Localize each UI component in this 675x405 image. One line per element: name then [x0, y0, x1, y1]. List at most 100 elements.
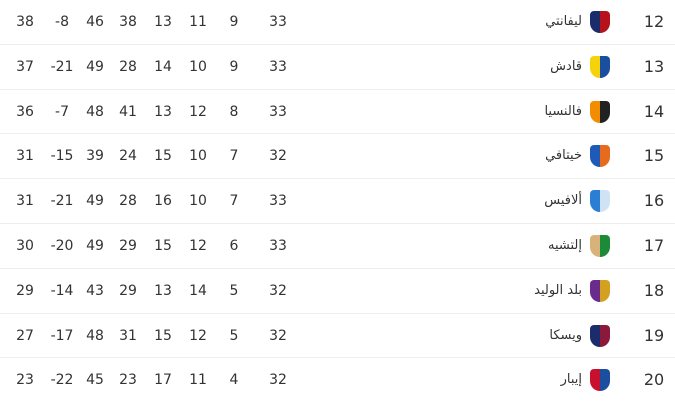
cell-gd: -21	[50, 58, 74, 75]
table-row[interactable]: 37 -21 49 28 14 10 9 33 قادش 13	[0, 45, 675, 90]
cell-played: 33	[269, 193, 287, 210]
cell-drawn: 11	[189, 14, 207, 30]
elche-crest-icon	[590, 234, 610, 257]
table-row[interactable]: 38 -8 46 38 13 11 9 33 ليفانتي 12	[0, 0, 675, 45]
table-row[interactable]: 36 -7 48 41 13 12 8 33 فالنسيا 14	[0, 90, 675, 135]
cell-drawn: 11	[189, 372, 207, 389]
getafe-crest-icon	[590, 145, 610, 168]
cell-won: 7	[229, 193, 239, 210]
team-name[interactable]: إلتشيه	[548, 237, 582, 253]
cell-ga: 46	[86, 14, 104, 30]
cell-gd: -17	[50, 327, 74, 344]
levante-crest-icon	[590, 11, 610, 33]
cell-pts: 37	[16, 58, 34, 75]
valladolid-crest-icon	[590, 279, 610, 302]
cell-gd: -14	[50, 282, 74, 299]
cell-gd: -20	[50, 237, 74, 254]
cell-lost: 15	[154, 148, 172, 165]
cell-lost: 13	[154, 103, 172, 120]
team-name[interactable]: قادش	[550, 58, 582, 74]
cell-ga: 39	[86, 148, 104, 165]
cell-played: 33	[269, 14, 287, 30]
cell-gd: -15	[50, 148, 74, 165]
cell-won: 5	[229, 327, 239, 344]
cell-played: 32	[269, 148, 287, 165]
cell-ga: 45	[86, 372, 104, 389]
cell-drawn: 10	[189, 148, 207, 165]
cell-won: 7	[229, 148, 239, 165]
cell-gf: 28	[119, 193, 137, 210]
cell-played: 32	[269, 327, 287, 344]
cell-won: 8	[229, 103, 239, 120]
rank: 12	[643, 12, 665, 31]
rank: 13	[643, 56, 665, 76]
cell-gf: 24	[119, 148, 137, 165]
table-row[interactable]: 29 -14 43 29 13 14 5 32 بلد الوليد 18	[0, 269, 675, 314]
alaves-crest-icon	[590, 190, 610, 213]
cell-ga: 48	[86, 327, 104, 344]
rank: 17	[643, 235, 665, 255]
team-name[interactable]: إيبار	[560, 372, 582, 388]
rank: 19	[643, 325, 665, 345]
cell-gd: -8	[55, 14, 69, 30]
cell-drawn: 12	[189, 237, 207, 254]
team-name[interactable]: خيتافي	[545, 148, 582, 164]
cell-lost: 15	[154, 327, 172, 344]
cell-gf: 28	[119, 58, 137, 75]
table-row[interactable]: 31 -15 39 24 15 10 7 32 خيتافي 15	[0, 134, 675, 180]
cell-lost: 14	[154, 58, 172, 75]
cell-pts: 31	[16, 148, 34, 165]
rank: 20	[643, 370, 665, 390]
cell-gd: -7	[55, 103, 69, 120]
rank: 18	[643, 280, 665, 300]
table-row[interactable]: 27 -17 48 31 15 12 5 32 ويسكا 19	[0, 314, 675, 359]
cell-played: 33	[269, 58, 287, 75]
cell-won: 9	[229, 14, 239, 30]
cell-played: 33	[269, 103, 287, 120]
cell-drawn: 10	[189, 193, 207, 210]
cell-drawn: 12	[189, 327, 207, 344]
table-row[interactable]: 23 -22 45 23 17 11 4 32 إيبار 20	[0, 358, 675, 403]
cell-pts: 38	[16, 14, 34, 30]
cell-drawn: 12	[189, 103, 207, 120]
cell-ga: 48	[86, 103, 104, 120]
cell-gf: 29	[119, 237, 137, 254]
cell-pts: 31	[16, 193, 34, 210]
table-row[interactable]: 31 -21 49 28 16 10 7 33 ألافيس 16	[0, 179, 675, 224]
cell-drawn: 10	[189, 58, 207, 75]
team-name[interactable]: ليفانتي	[545, 14, 582, 29]
cell-lost: 17	[154, 372, 172, 389]
team-name[interactable]: ألافيس	[544, 193, 582, 209]
cell-gf: 41	[119, 103, 137, 120]
cell-pts: 27	[16, 327, 34, 344]
cell-ga: 43	[86, 282, 104, 299]
team-name[interactable]: فالنسيا	[544, 103, 582, 119]
table-row[interactable]: 30 -20 49 29 15 12 6 33 إلتشيه 17	[0, 224, 675, 269]
eibar-crest-icon	[590, 369, 610, 392]
team-name[interactable]: بلد الوليد	[534, 282, 582, 298]
cell-lost: 13	[154, 14, 172, 30]
cell-won: 6	[229, 237, 239, 254]
valencia-crest-icon	[590, 100, 610, 123]
cell-pts: 36	[16, 103, 34, 120]
cell-gf: 29	[119, 282, 137, 299]
cell-gf: 31	[119, 327, 137, 344]
cell-lost: 15	[154, 237, 172, 254]
cell-drawn: 14	[189, 282, 207, 299]
cell-pts: 30	[16, 237, 34, 254]
team-name[interactable]: ويسكا	[549, 327, 582, 343]
cell-ga: 49	[86, 237, 104, 254]
cadiz-crest-icon	[590, 55, 610, 78]
cell-won: 5	[229, 282, 239, 299]
cell-played: 33	[269, 237, 287, 254]
cell-ga: 49	[86, 58, 104, 75]
cell-lost: 16	[154, 193, 172, 210]
huesca-crest-icon	[590, 324, 610, 347]
cell-won: 4	[229, 372, 239, 389]
cell-gf: 38	[119, 14, 137, 30]
cell-ga: 49	[86, 193, 104, 210]
cell-played: 32	[269, 282, 287, 299]
cell-gd: -22	[50, 372, 74, 389]
rank: 15	[643, 146, 665, 166]
